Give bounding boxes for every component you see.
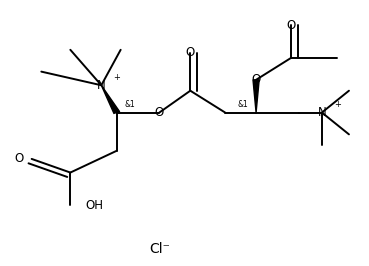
Text: N: N	[97, 79, 106, 92]
Text: &1: &1	[124, 100, 135, 109]
Text: O: O	[15, 152, 24, 165]
Text: N: N	[317, 106, 326, 119]
Text: OH: OH	[86, 199, 104, 212]
Text: O: O	[186, 46, 195, 59]
Text: +: +	[113, 73, 120, 82]
Polygon shape	[253, 80, 259, 113]
Text: +: +	[334, 100, 341, 109]
Text: Cl⁻: Cl⁻	[149, 242, 170, 256]
Text: &1: &1	[238, 100, 248, 109]
Text: O: O	[155, 106, 164, 119]
Text: O: O	[251, 73, 261, 86]
Text: O: O	[286, 19, 296, 32]
Polygon shape	[101, 85, 120, 113]
